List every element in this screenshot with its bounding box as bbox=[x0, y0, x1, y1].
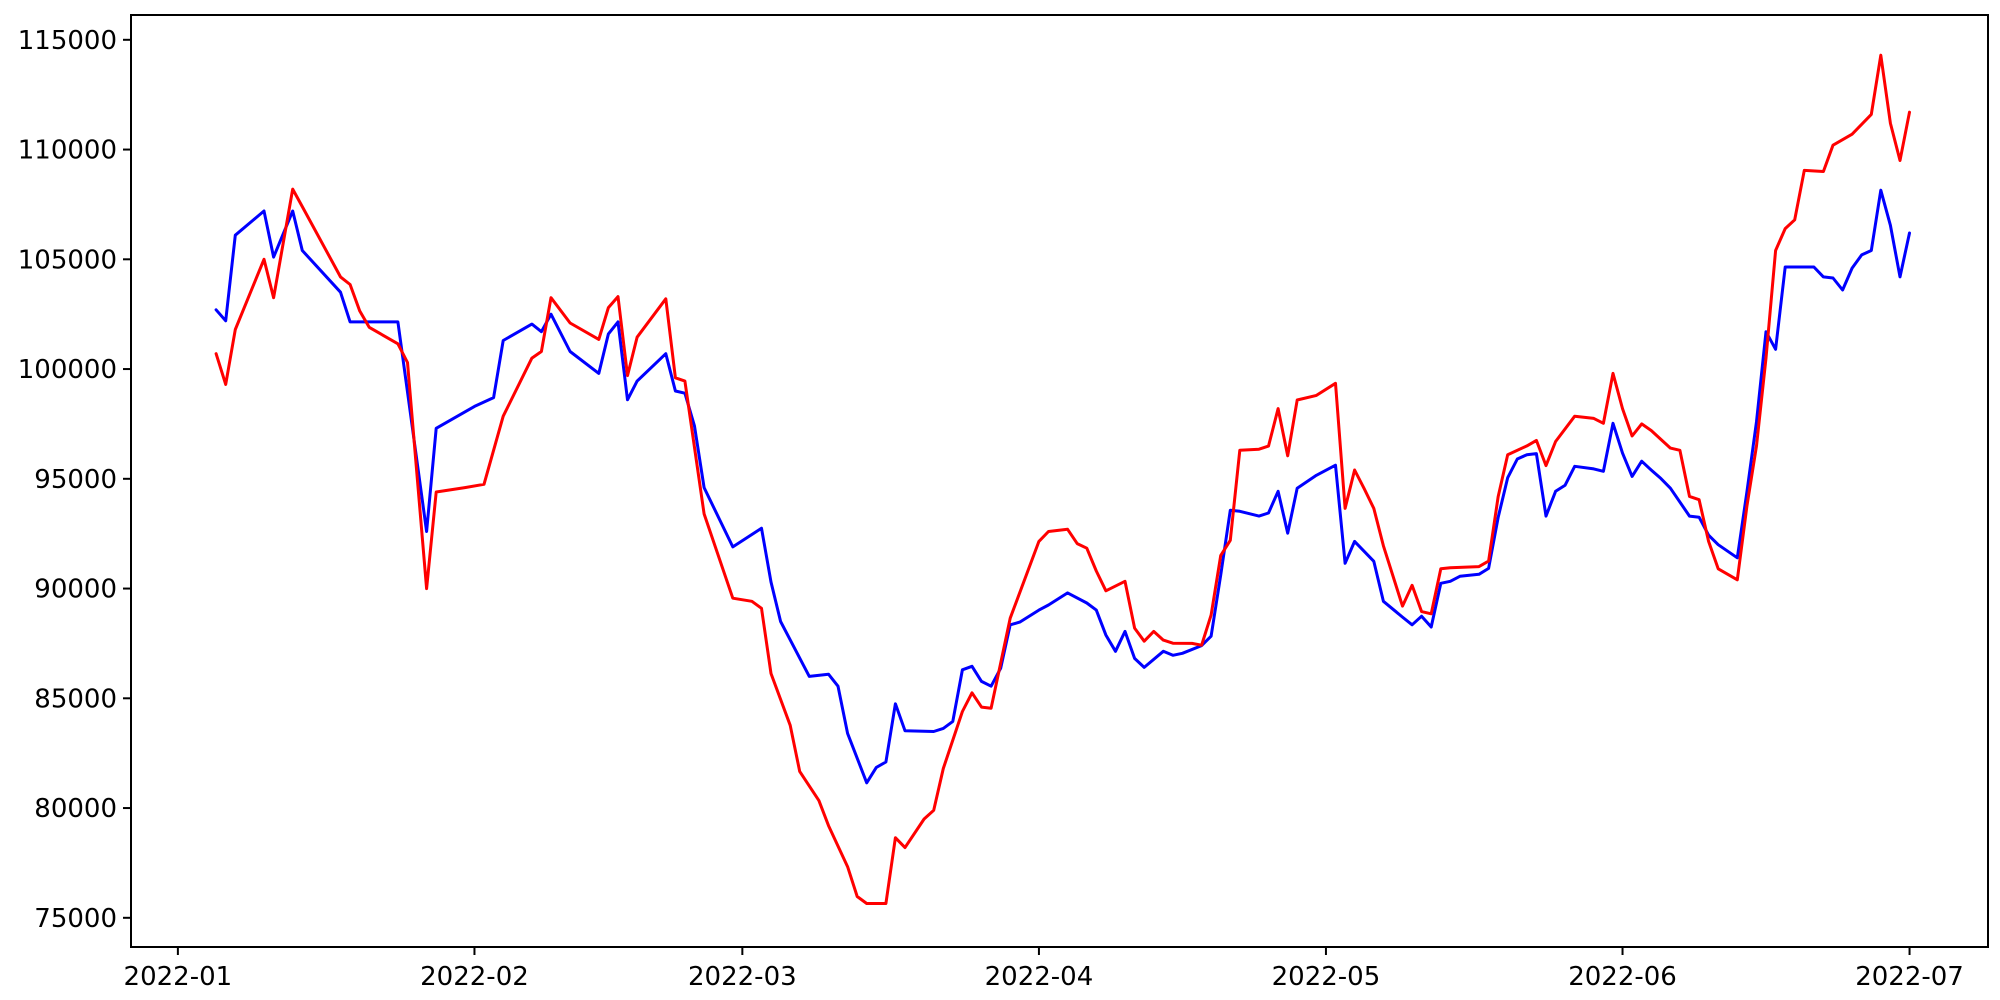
y-tick-label: 95000 bbox=[34, 465, 117, 495]
x-tick-label: 2022-05 bbox=[1272, 962, 1381, 992]
x-tick-label: 2022-04 bbox=[985, 962, 1094, 992]
x-tick-label: 2022-02 bbox=[420, 962, 529, 992]
y-tick-label: 75000 bbox=[34, 904, 117, 934]
x-tick-label: 2022-01 bbox=[124, 962, 233, 992]
y-tick-label: 85000 bbox=[34, 684, 117, 714]
axes-frame bbox=[130, 14, 1989, 948]
x-tick-label: 2022-03 bbox=[688, 962, 797, 992]
y-tick-label: 110000 bbox=[18, 136, 117, 166]
y-tick-label: 115000 bbox=[18, 26, 117, 56]
y-tick-label: 105000 bbox=[18, 245, 117, 275]
y-tick-label: 80000 bbox=[34, 794, 117, 824]
x-tick-label: 2022-07 bbox=[1855, 962, 1964, 992]
y-tick-label: 100000 bbox=[18, 355, 117, 385]
x-tick-label: 2022-06 bbox=[1568, 962, 1677, 992]
y-tick-label: 90000 bbox=[34, 575, 117, 605]
red-series-line bbox=[214, 53, 1911, 905]
blue-series-line bbox=[214, 188, 1911, 785]
